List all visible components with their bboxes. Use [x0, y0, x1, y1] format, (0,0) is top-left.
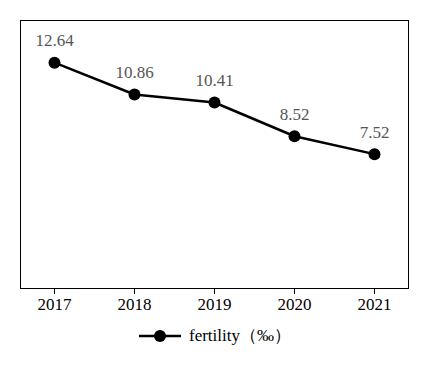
- svg-text:10.41: 10.41: [195, 71, 233, 90]
- svg-text:2020: 2020: [278, 295, 312, 314]
- svg-text:10.86: 10.86: [115, 63, 153, 82]
- html-text:fertility（‰）: fertility（‰）: [189, 326, 291, 345]
- svg-text:7.52: 7.52: [360, 123, 390, 142]
- svg-text:12.64: 12.64: [35, 31, 74, 50]
- svg-text:2017: 2017: [38, 295, 73, 314]
- svg-text:2021: 2021: [358, 295, 392, 314]
- svg-text:2018: 2018: [118, 295, 152, 314]
- svg-text:2019: 2019: [198, 295, 232, 314]
- svg-text:8.52: 8.52: [280, 105, 310, 124]
